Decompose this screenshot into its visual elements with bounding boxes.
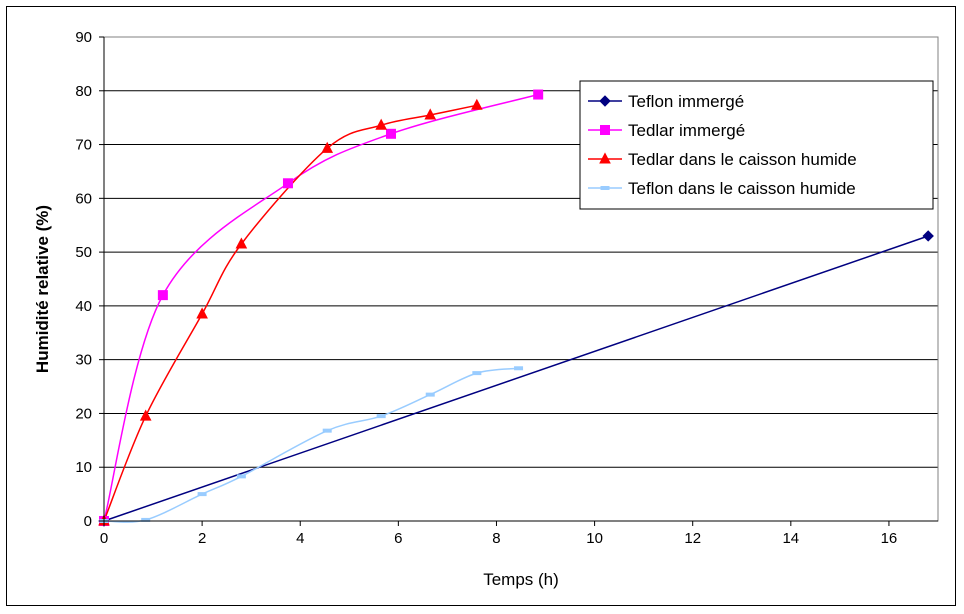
x-tick-label: 16 xyxy=(881,530,898,547)
y-tick-label: 80 xyxy=(75,83,92,100)
x-tick-label: 8 xyxy=(492,530,500,547)
x-tick-label: 14 xyxy=(782,530,799,547)
legend-swatch-marker xyxy=(599,152,611,164)
series-4-point xyxy=(472,371,482,376)
series-4-point xyxy=(376,414,386,419)
y-tick-label: 60 xyxy=(75,190,92,207)
series-2-point xyxy=(385,128,396,139)
series-2-point xyxy=(533,89,544,100)
legend-box xyxy=(579,80,934,210)
y-tick-label: 50 xyxy=(75,244,92,261)
series-2-point xyxy=(157,290,168,301)
legend-swatch-marker xyxy=(600,125,610,135)
x-tick-label: 10 xyxy=(586,530,603,547)
series-3-point xyxy=(375,118,388,130)
series-3-point xyxy=(424,108,437,120)
x-tick-label: 4 xyxy=(296,530,304,547)
legend-entry-label: Tedlar immergé xyxy=(628,121,745,140)
x-tick-label: 12 xyxy=(684,530,701,547)
tick-labels: 0 10 20 30 40 50 60 70 80 90 0 2 4 6 8 10 12 14 16 xyxy=(75,29,897,547)
series-4-point xyxy=(197,492,207,497)
legend-swatch-marker xyxy=(599,95,611,107)
y-axis-title: Humidité relative (%) xyxy=(33,205,52,373)
legend-entry-label: Teflon dans le caisson humide xyxy=(628,179,856,198)
series-1-point xyxy=(922,230,934,242)
series-3-point xyxy=(321,141,334,153)
series-4-point xyxy=(236,474,246,479)
y-tick-label: 90 xyxy=(75,29,92,46)
y-tick-label: 70 xyxy=(75,137,92,154)
legend-entry-label: Tedlar dans le caisson humide xyxy=(628,150,857,169)
series-2-point xyxy=(282,178,293,189)
legend-entry-label: Teflon immergé xyxy=(628,92,744,111)
series-3-point xyxy=(235,237,248,249)
legend-swatch-marker xyxy=(600,186,610,190)
series-4-point xyxy=(425,392,435,397)
y-tick-label: 30 xyxy=(75,352,92,369)
series-3-point xyxy=(471,98,483,110)
series-3-point xyxy=(196,307,208,319)
series-4-point xyxy=(322,428,332,433)
x-tick-label: 2 xyxy=(198,530,206,547)
y-tick-label: 0 xyxy=(84,513,92,530)
axes xyxy=(99,36,938,526)
x-tick-label: 0 xyxy=(100,530,108,547)
x-axis-title: Temps (h) xyxy=(483,570,559,589)
series-2-line xyxy=(103,93,539,522)
y-tick-label: 10 xyxy=(75,459,92,476)
series-4-point xyxy=(514,366,524,371)
y-tick-label: 20 xyxy=(75,405,92,422)
legend: Teflon immergé Tedlar immergé Tedlar dans … xyxy=(579,80,934,210)
x-tick-label: 6 xyxy=(394,530,402,547)
series-3-point xyxy=(139,409,152,421)
series-1-line xyxy=(103,235,929,522)
series-3-line xyxy=(103,104,477,522)
y-tick-label: 40 xyxy=(75,298,92,315)
